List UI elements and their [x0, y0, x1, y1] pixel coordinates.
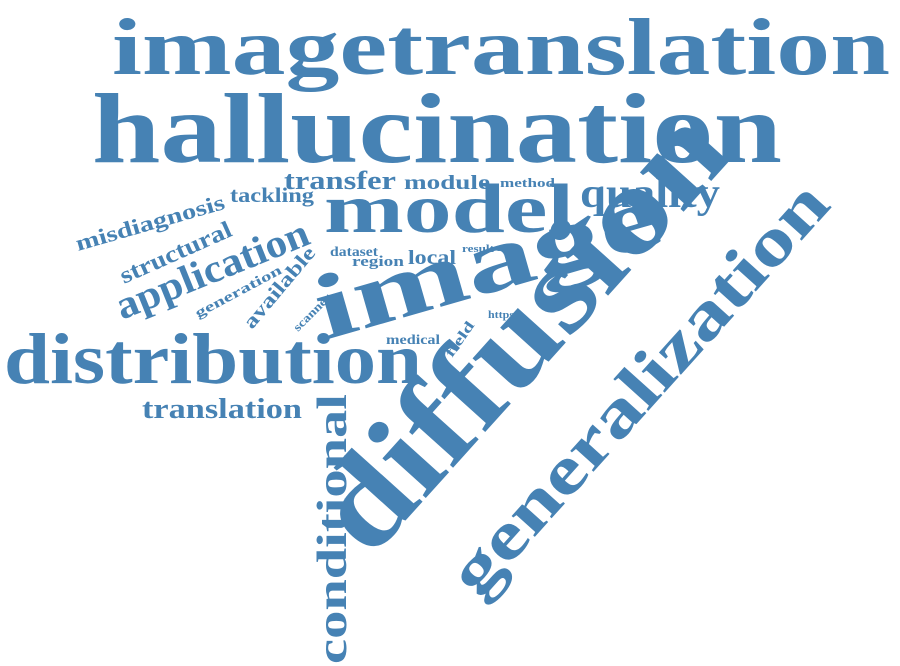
- word-result: result: [462, 244, 495, 255]
- word-translation: translation: [142, 394, 303, 425]
- word-distribution: distribution: [4, 319, 422, 399]
- word-model: model: [324, 171, 574, 248]
- word-imagetranslation: imagetranslation: [112, 4, 890, 92]
- word-medical: medical: [386, 333, 440, 348]
- word-code: code: [496, 243, 516, 253]
- word-region: region: [352, 254, 405, 270]
- word-method: method: [500, 175, 556, 190]
- word-conditional: conditional: [310, 394, 356, 664]
- word-hallucination: hallucination: [92, 73, 782, 184]
- word-local: local: [408, 247, 457, 269]
- word-dataset: dataset: [330, 245, 378, 260]
- word-https: https: [488, 310, 514, 321]
- word-module: module: [404, 172, 490, 194]
- word-quality: quality: [580, 171, 720, 217]
- word-tackling: tackling: [230, 183, 315, 207]
- word-transfer: transfer: [284, 166, 396, 195]
